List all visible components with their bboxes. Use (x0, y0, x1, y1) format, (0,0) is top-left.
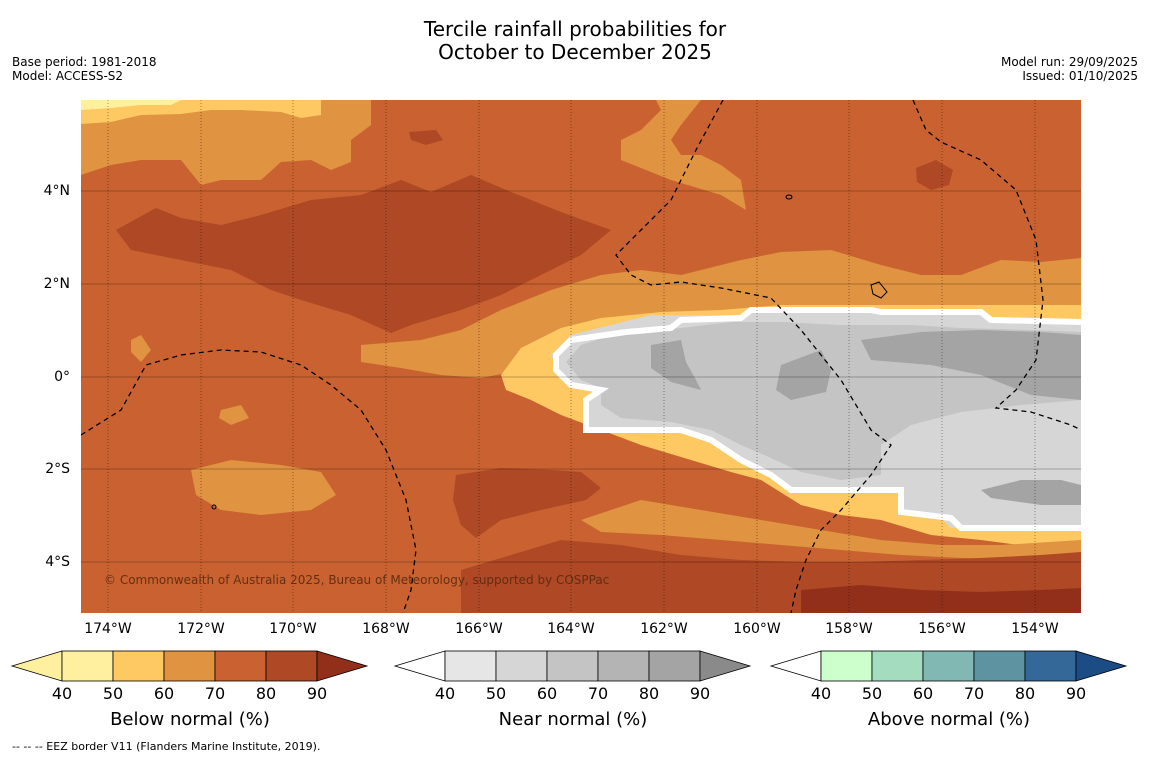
rainfall-map: © Commonwealth of Australia 2025, Bureau… (81, 100, 1081, 613)
lon-label-166w: 166°W (455, 621, 503, 637)
region-near-normal-70-80-c (861, 330, 1081, 400)
cb-above-50-60 (871, 650, 924, 682)
title-line-1: Tercile rainfall probabilities for (423, 17, 727, 41)
region-80-90-south-a (453, 468, 601, 538)
region-40-50-nw (81, 100, 181, 110)
colorbar-near-normal-label: Near normal (%) (498, 709, 648, 730)
cb-below-extend-high (316, 650, 369, 682)
cb-above-tick-50: 50 (861, 684, 883, 703)
islands (211, 194, 888, 510)
region-80-90-north (116, 175, 611, 333)
lon-label-172w: 172°W (177, 621, 225, 637)
lat-label-2n: 2°N (43, 276, 70, 292)
lon-label-162w: 162°W (640, 621, 688, 637)
title-line-2: October to December 2025 (438, 40, 712, 64)
colorbar-below-normal (10, 650, 369, 682)
cb-near-60-70 (546, 650, 599, 682)
region-60-70-south (191, 460, 336, 515)
lat-label-4s: 4°S (45, 554, 70, 570)
region-50-60-nw (81, 100, 321, 124)
region-60-70-ne (621, 100, 746, 210)
cb-near-tick-90: 90 (689, 684, 711, 703)
region-60-70-se (581, 500, 1081, 560)
cb-above-extend-high (1075, 650, 1128, 682)
lon-label-160w: 160°W (733, 621, 781, 637)
cb-above-80-90 (1024, 650, 1077, 682)
cb-below-60-70 (163, 650, 216, 682)
region-90-plus-south (801, 585, 1081, 613)
cb-below-tick-90: 90 (306, 684, 328, 703)
cb-below-tick-40: 40 (51, 684, 73, 703)
cb-near-50-60 (495, 650, 548, 682)
cb-below-tick-60: 60 (153, 684, 175, 703)
lat-label-4n: 4°N (43, 183, 70, 199)
cb-above-tick-60: 60 (912, 684, 934, 703)
cb-near-tick-60: 60 (536, 684, 558, 703)
lat-label-2s: 2°S (45, 461, 70, 477)
cb-above-60-70 (922, 650, 975, 682)
region-near-normal-70-80-a (651, 340, 701, 390)
cb-above-tick-70: 70 (963, 684, 985, 703)
lon-label-170w: 170°W (269, 621, 317, 637)
colorbar-above-normal-label: Above normal (%) (867, 709, 1031, 730)
issued-date: Issued: 01/10/2025 (1022, 69, 1138, 83)
copyright-notice: © Commonwealth of Australia 2025, Bureau… (104, 573, 609, 587)
cb-near-80-90 (648, 650, 701, 682)
colorbar-below-normal-label: Below normal (%) (110, 709, 270, 730)
cb-near-40-50 (444, 650, 497, 682)
base-period: Base period: 1981-2018 (12, 55, 157, 69)
region-50-60-patch-a (131, 335, 151, 362)
cb-below-extend-low (10, 650, 63, 682)
cb-above-tick-90: 90 (1065, 684, 1087, 703)
cb-below-80-90 (265, 650, 318, 682)
colorbar-above-normal (769, 650, 1128, 682)
lon-label-154w: 154°W (1011, 621, 1059, 637)
cb-near-tick-80: 80 (638, 684, 660, 703)
latitude-lines (81, 190, 1081, 563)
colorbar-near-normal (393, 650, 752, 682)
region-50-60-patch-b (219, 405, 249, 425)
region-80-90-small (409, 130, 443, 145)
cb-near-tick-70: 70 (587, 684, 609, 703)
cb-above-70-80 (973, 650, 1026, 682)
map-title: Tercile rainfall probabilities for Octob… (0, 18, 1150, 64)
eez-footnote: -- -- -- EEZ border V11 (Flanders Marine… (12, 740, 321, 753)
cb-near-70-80 (597, 650, 650, 682)
model-name: Model: ACCESS-S2 (12, 69, 124, 83)
cb-below-tick-50: 50 (102, 684, 124, 703)
eez-borders (81, 100, 1081, 613)
lon-label-158w: 158°W (825, 621, 873, 637)
lat-label-0: 0° (54, 369, 70, 385)
lon-label-174w: 174°W (84, 621, 132, 637)
cb-near-tick-40: 40 (434, 684, 456, 703)
region-60-70-nw (81, 100, 371, 185)
cb-above-extend-low (769, 650, 822, 682)
cb-near-tick-50: 50 (485, 684, 507, 703)
lon-label-164w: 164°W (547, 621, 595, 637)
model-run: Model run: 29/09/2025 (1000, 55, 1138, 69)
region-near-normal-70-80-b (776, 350, 831, 400)
region-near-normal-70-80-d (981, 480, 1081, 505)
meta-right: Model run: 29/09/2025 Issued: 01/10/2025 (1001, 55, 1138, 83)
cb-near-extend-low (393, 650, 446, 682)
lon-label-168w: 168°W (362, 621, 410, 637)
cb-below-40-50 (61, 650, 114, 682)
cb-above-tick-80: 80 (1014, 684, 1036, 703)
cb-above-tick-40: 40 (810, 684, 832, 703)
cb-below-tick-70: 70 (204, 684, 226, 703)
cb-below-50-60 (112, 650, 165, 682)
cb-above-40-50 (820, 650, 873, 682)
region-80-90-east-spot (916, 160, 953, 190)
cb-below-tick-80: 80 (255, 684, 277, 703)
meta-left: Base period: 1981-2018 Model: ACCESS-S2 (12, 55, 157, 83)
contour-40 (553, 307, 1081, 531)
cb-below-70-80 (214, 650, 267, 682)
lon-label-156w: 156°W (918, 621, 966, 637)
cb-near-extend-high (699, 650, 752, 682)
